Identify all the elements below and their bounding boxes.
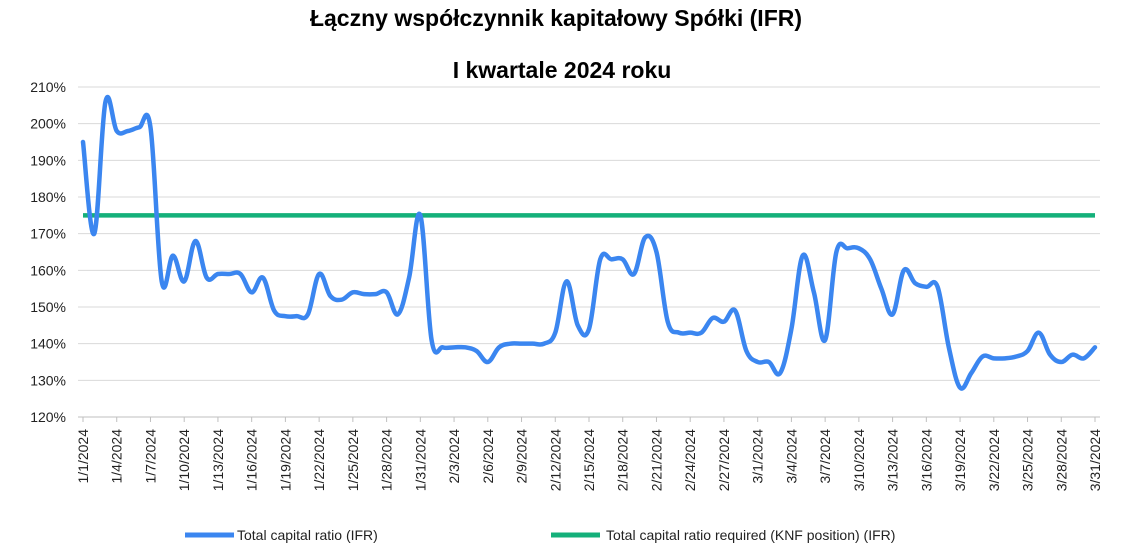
x-tick-label: 2/12/2024: [547, 429, 563, 491]
x-tick-label: 2/15/2024: [581, 429, 597, 491]
y-tick-label: 130%: [30, 372, 66, 388]
x-tick-label: 1/31/2024: [412, 429, 428, 491]
chart-subtitle: I kwartale 2024 roku: [453, 57, 672, 83]
x-tick-label: 1/1/2024: [75, 429, 91, 484]
x-tick-label: 1/22/2024: [311, 429, 327, 491]
y-tick-label: 150%: [30, 299, 66, 315]
x-tick-label: 3/13/2024: [885, 429, 901, 491]
x-tick-label: 3/10/2024: [851, 429, 867, 491]
x-tick-label: 1/16/2024: [244, 429, 260, 491]
x-tick-label: 3/4/2024: [783, 429, 799, 484]
y-tick-label: 120%: [30, 409, 66, 425]
legend-label-required-ratio: Total capital ratio required (KNF positi…: [606, 527, 895, 543]
x-tick-label: 3/25/2024: [1020, 429, 1036, 491]
x-tick-label: 2/24/2024: [682, 429, 698, 491]
x-tick-label: 3/28/2024: [1053, 429, 1069, 491]
x-tick-label: 2/18/2024: [615, 429, 631, 491]
x-tick-label: 3/19/2024: [952, 429, 968, 491]
y-tick-label: 200%: [30, 116, 66, 132]
x-tick-label: 3/31/2024: [1087, 429, 1103, 491]
gridlines: [78, 86, 1100, 418]
x-tick-label: 2/27/2024: [716, 429, 732, 491]
y-tick-label: 180%: [30, 189, 66, 205]
x-tick-label: 1/13/2024: [210, 429, 226, 491]
x-tick-label: 1/28/2024: [379, 429, 395, 491]
y-tick-label: 140%: [30, 336, 66, 352]
series-lines: [80, 95, 1098, 391]
x-tick-label: 2/21/2024: [648, 429, 664, 491]
x-tick-label: 3/22/2024: [986, 429, 1002, 491]
legend-label-total-capital-ratio: Total capital ratio (IFR): [237, 527, 378, 543]
y-tick-label: 170%: [30, 226, 66, 242]
x-tick-label: 2/9/2024: [514, 429, 530, 484]
x-tick-label: 1/10/2024: [176, 429, 192, 491]
x-tick-label: 1/4/2024: [109, 429, 125, 484]
x-tick-label: 3/16/2024: [918, 429, 934, 491]
chart-title: Łączny współczynnik kapitałowy Spółki (I…: [310, 5, 802, 31]
series-line-total-capital-ratio: [80, 95, 1098, 391]
y-axis-ticks: 120% 130% 140% 150% 160% 170% 180% 190% 200% 210%: [30, 79, 66, 425]
x-tick-label: 2/6/2024: [480, 429, 496, 484]
legend: Total capital ratio (IFR) Total capital …: [185, 527, 895, 543]
x-tick-label: 1/7/2024: [142, 429, 158, 484]
x-tick-label: 3/1/2024: [750, 429, 766, 484]
x-tick-label: 2/3/2024: [446, 429, 462, 484]
x-axis-ticks: 1/1/2024 1/4/2024 1/7/2024 1/10/2024 1/13/20…: [75, 417, 1103, 491]
x-tick-label: 1/25/2024: [345, 429, 361, 491]
y-tick-label: 190%: [30, 152, 66, 168]
y-tick-label: 210%: [30, 79, 66, 95]
x-tick-label: 3/7/2024: [817, 429, 833, 484]
x-tick-label: 1/19/2024: [277, 429, 293, 491]
y-tick-label: 160%: [30, 262, 66, 278]
